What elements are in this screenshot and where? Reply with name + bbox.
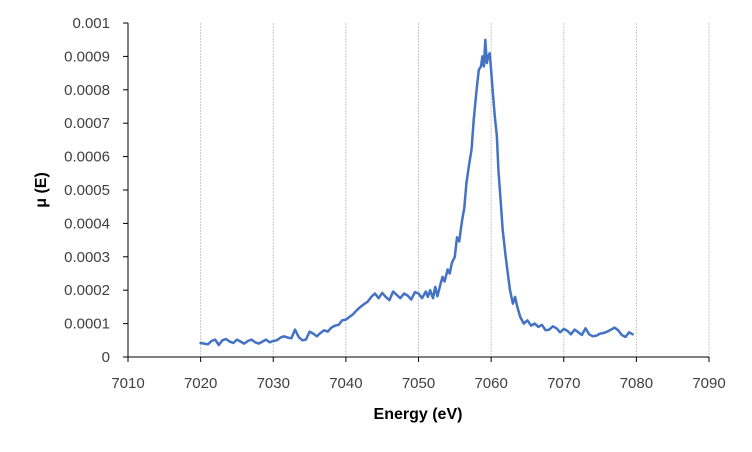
y-tick-label: 0.0003 [64,249,110,266]
series-line-0 [199,38,634,347]
y-tick-label: 0 [102,349,110,366]
series-layer [199,38,634,347]
y-tick-label: 0.0008 [64,82,110,99]
y-axis-title: μ (E) [33,172,50,208]
x-tick-label: 7020 [184,375,217,392]
y-tick-label: 0.0005 [64,182,110,199]
x-tick-labels: 7010 7020 7030 7040 7050 7060 7070 7080 7090 [111,375,725,392]
x-tick-label: 7070 [547,375,580,392]
x-tick-label: 7040 [329,375,362,392]
x-tick-label: 7030 [257,375,290,392]
vertical-gridlines [200,23,710,357]
x-tick-label: 7010 [111,375,144,392]
x-tick-label: 7050 [402,375,435,392]
x-tick-label: 7090 [692,375,725,392]
y-tick-label: 0.0002 [64,282,110,299]
x-tick-label: 7060 [474,375,507,392]
y-tick-label: 0.0006 [64,149,110,166]
x-tick-label: 7080 [620,375,653,392]
y-tick-label: 0.0007 [64,115,110,132]
y-tick-labels: 0 0.0001 0.0002 0.0003 0.0004 0.0005 0.0006 0.0… [64,15,110,366]
y-tick-label: 0.0009 [64,48,110,65]
x-axis-title: Energy (eV) [374,406,463,423]
y-tick-label: 0.0004 [64,215,110,232]
axes [123,22,710,362]
y-tick-label: 0.0001 [64,316,110,333]
y-tick-label: 0.001 [72,15,110,32]
